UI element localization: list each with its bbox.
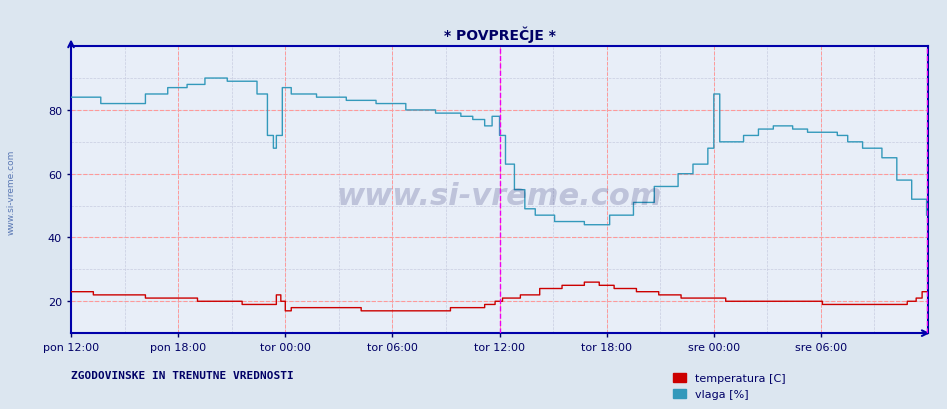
- Text: www.si-vreme.com: www.si-vreme.com: [7, 150, 16, 235]
- Text: www.si-vreme.com: www.si-vreme.com: [337, 182, 662, 210]
- Legend: temperatura [C], vlaga [%]: temperatura [C], vlaga [%]: [669, 368, 790, 403]
- Text: ZGODOVINSKE IN TRENUTNE VREDNOSTI: ZGODOVINSKE IN TRENUTNE VREDNOSTI: [71, 370, 294, 380]
- Title: * POVPREČJE *: * POVPREČJE *: [443, 27, 556, 43]
